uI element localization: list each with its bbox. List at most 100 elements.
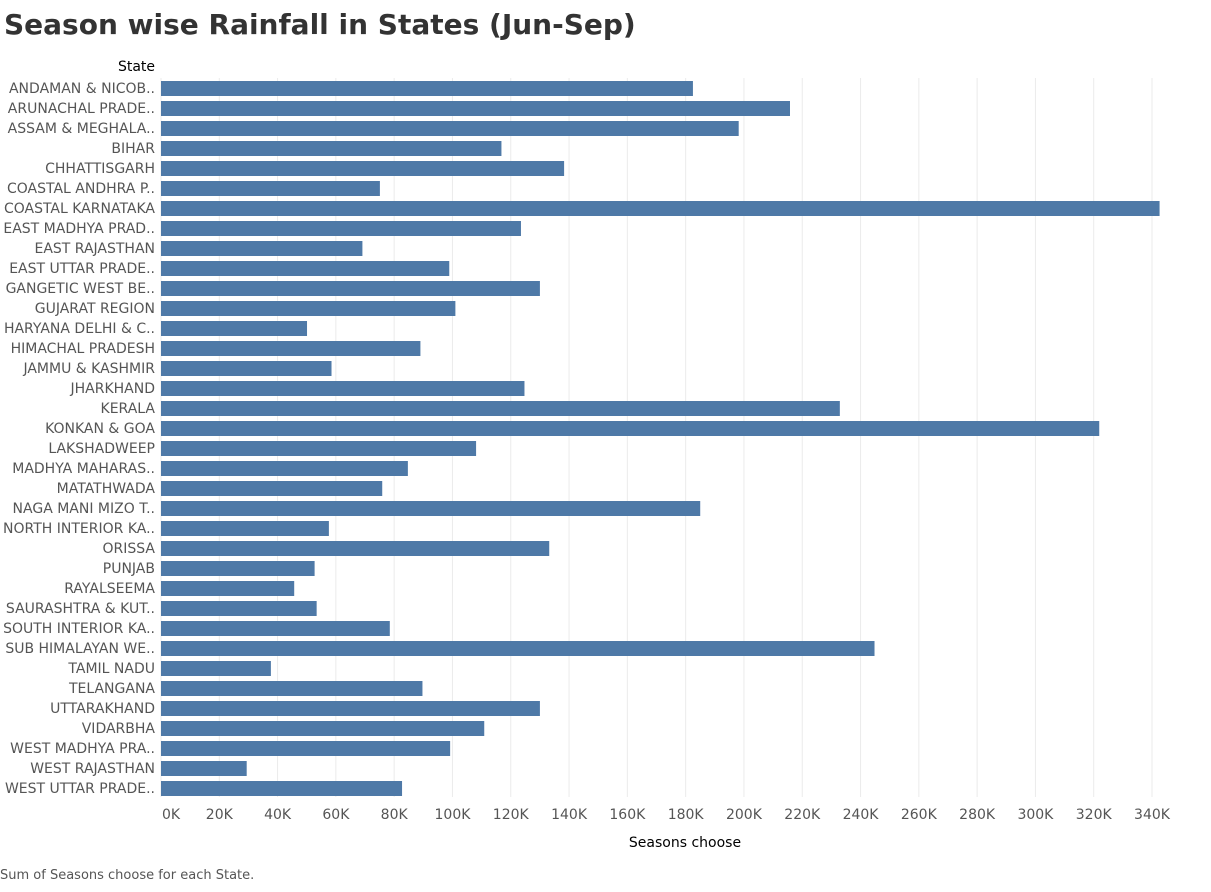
category-label: WEST RAJASTHAN [30,761,155,777]
x-tick-label: 320K [1076,807,1113,823]
chart-title: Season wise Rainfall in States (Jun-Sep) [4,8,636,41]
category-label: BIHAR [111,141,155,157]
category-label: UTTARAKHAND [50,701,155,717]
category-label: COASTAL KARNATAKA [4,201,155,217]
category-label: ANDAMAN & NICOB.. [9,81,155,97]
bar[interactable] [161,621,390,636]
bar[interactable] [161,601,317,616]
bar[interactable] [161,161,565,176]
bar[interactable] [161,741,451,756]
category-label: EAST UTTAR PRADE.. [9,261,155,277]
category-label: VIDARBHA [82,721,156,737]
category-label: JAMMU & KASHMIR [22,361,155,377]
chart-caption: Sum of Seasons choose for each State. [0,868,255,883]
bar[interactable] [161,521,329,536]
category-label: NORTH INTERIOR KA.. [3,521,155,537]
category-label: ARUNACHAL PRADE.. [8,101,155,117]
category-label: CHHATTISGARH [45,161,155,177]
category-label: PUNJAB [103,561,155,577]
bar[interactable] [161,501,701,516]
category-label: KERALA [101,401,156,417]
bar[interactable] [161,341,421,356]
category-label: COASTAL ANDHRA P.. [7,181,155,197]
bar[interactable] [161,361,332,376]
x-tick-label: 80K [381,807,409,823]
bar[interactable] [161,701,540,716]
bar[interactable] [161,321,308,336]
category-label: ASSAM & MEGHALA.. [8,121,155,137]
bar[interactable] [161,81,693,96]
bar[interactable] [161,581,295,596]
category-label: JHARKHAND [70,381,156,397]
bar[interactable] [161,241,363,256]
category-label: SUB HIMALAYAN WE.. [5,641,155,657]
bar[interactable] [161,101,790,116]
category-label: HARYANA DELHI & C.. [4,321,155,337]
x-tick-label: 0K [162,807,181,823]
x-tick-label: 180K [668,807,705,823]
grid-layer [160,78,1153,797]
bar[interactable] [161,661,271,676]
x-tick-label: 140K [551,807,588,823]
category-label: TELANGANA [68,681,155,697]
x-tick-label: 220K [784,807,821,823]
x-tick-label: 100K [435,807,472,823]
category-label: TAMIL NADU [67,661,155,677]
x-tick-label: 40K [264,807,292,823]
category-label: ORISSA [103,541,156,557]
category-label: SOUTH INTERIOR KA.. [3,621,155,637]
x-tick-label: 300K [1017,807,1054,823]
bar[interactable] [161,461,408,476]
bar[interactable] [161,221,521,236]
x-tick-label: 240K [843,807,880,823]
bar[interactable] [161,641,875,656]
category-label: NAGA MANI MIZO T.. [13,501,155,517]
x-axis-title: Seasons choose [629,835,741,851]
bar[interactable] [161,381,525,396]
x-tick-layer: 0K 20K 40K 60K 80K 100K 120K 140K 160K 180K 200K 22… [162,807,1171,823]
bar[interactable] [161,281,540,296]
x-tick-label: 260K [901,807,938,823]
category-label: SAURASHTRA & KUT.. [6,601,155,617]
bar[interactable] [161,401,840,416]
bar[interactable] [161,261,450,276]
category-label-layer: ANDAMAN & NICOB.. ARUNACHAL PRADE.. ASSAM … [3,81,155,797]
bar[interactable] [161,141,502,156]
y-axis-header: State [118,59,155,75]
x-tick-label: 60K [322,807,350,823]
x-tick-label: 160K [609,807,646,823]
bar[interactable] [161,761,247,776]
bar[interactable] [161,781,403,796]
bar-layer [161,81,1160,796]
category-label: KONKAN & GOA [45,421,155,437]
category-label: GUJARAT REGION [35,301,155,317]
bar[interactable] [161,721,485,736]
category-label: WEST MADHYA PRA.. [10,741,155,757]
bar[interactable] [161,121,739,136]
x-tick-label: 200K [726,807,763,823]
category-label: LAKSHADWEEP [48,441,155,457]
x-tick-label: 340K [1134,807,1171,823]
category-label: HIMACHAL PRADESH [11,341,155,357]
bar[interactable] [161,681,423,696]
bar[interactable] [161,561,315,576]
bar[interactable] [161,481,383,496]
category-label: WEST UTTAR PRADE.. [5,781,155,797]
x-tick-label: 280K [959,807,996,823]
bar[interactable] [161,421,1100,436]
bar[interactable] [161,201,1160,216]
bar[interactable] [161,301,456,316]
category-label: RAYALSEEMA [64,581,155,597]
category-label: EAST RAJASTHAN [34,241,155,257]
bar[interactable] [161,181,380,196]
category-label: GANGETIC WEST BE.. [6,281,155,297]
bar[interactable] [161,441,477,456]
x-tick-label: 120K [493,807,530,823]
bar[interactable] [161,541,550,556]
category-label: EAST MADHYA PRAD.. [3,221,155,237]
category-label: MADHYA MAHARAS.. [12,461,155,477]
x-tick-label: 20K [206,807,234,823]
category-label: MATATHWADA [57,481,156,497]
